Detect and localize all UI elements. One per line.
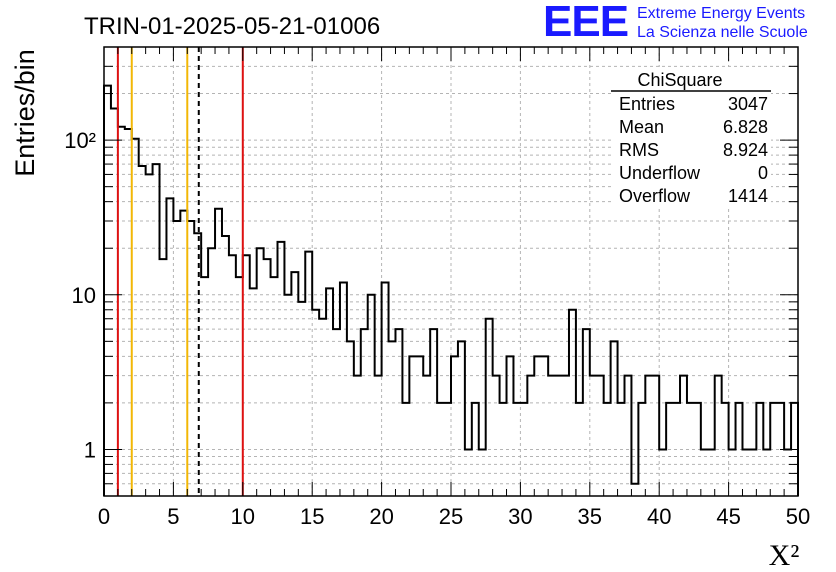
logo-line-2: La Scienza nelle Scuole [637, 24, 808, 41]
x-tick-label: 35 [578, 504, 602, 529]
x-tick-label: 10 [231, 504, 255, 529]
x-tick-label: 40 [647, 504, 671, 529]
stats-value-entries: 3047 [728, 94, 768, 114]
axes: 0 5 10 15 20 25 30 35 40 45 50 1 10 10² [64, 46, 810, 529]
histogram-line [103, 84, 799, 496]
stats-box: ChiSquare Entries 3047 Mean 6.828 RMS 8.… [611, 67, 771, 207]
eee-logo: EEE Extreme Energy Events La Scienza nel… [543, 0, 808, 46]
stats-value-rms: 8.924 [723, 140, 768, 160]
x-tick-label: 5 [167, 504, 179, 529]
stats-label-entries: Entries [619, 94, 675, 114]
x-tick-label: 30 [508, 504, 532, 529]
x-tick-label: 20 [369, 504, 393, 529]
y-tick-label: 10 [72, 283, 96, 308]
chart-title: TRIN-01-2025-05-21-01006 [84, 13, 380, 40]
x-tick-label: 50 [786, 504, 810, 529]
x-tick-label: 45 [716, 504, 740, 529]
y-tick-label: 1 [84, 437, 96, 462]
stats-label-rms: RMS [619, 140, 659, 160]
stats-label-underflow: Underflow [619, 163, 701, 183]
logo-mark: EEE [543, 0, 629, 46]
stats-label-overflow: Overflow [619, 186, 691, 206]
stats-label-mean: Mean [619, 117, 664, 137]
x-tick-label: 0 [98, 504, 110, 529]
stats-value-mean: 6.828 [723, 117, 768, 137]
stats-value-underflow: 0 [758, 163, 768, 183]
x-axis-label: X² [769, 539, 800, 572]
stats-name: ChiSquare [637, 70, 722, 90]
stats-value-overflow: 1414 [728, 186, 768, 206]
reference-lines [116, 47, 244, 496]
y-axis-label: Entries/bin [10, 49, 40, 177]
y-tick-label: 10² [64, 128, 96, 153]
logo-text: Extreme Energy Events La Scienza nelle S… [637, 4, 808, 42]
x-tick-label: 15 [300, 504, 324, 529]
logo-line-1: Extreme Energy Events [637, 5, 806, 22]
histogram-series [103, 84, 799, 496]
x-tick-label: 25 [439, 504, 463, 529]
